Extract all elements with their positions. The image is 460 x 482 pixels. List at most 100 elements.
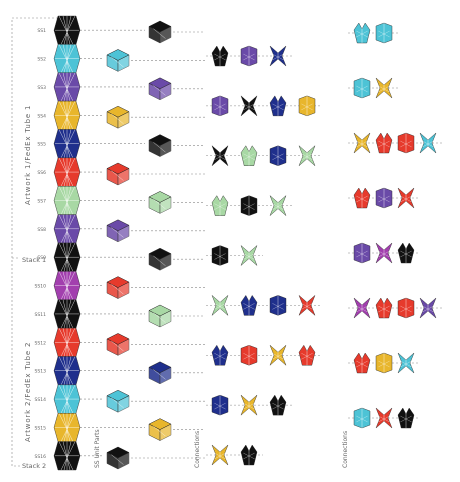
tube-bracket xyxy=(11,17,58,467)
unit-part xyxy=(106,389,130,413)
stack-segment xyxy=(53,100,81,130)
unit-label: SS5 xyxy=(37,142,46,148)
connection-part xyxy=(397,297,415,319)
unit-label: SS2 xyxy=(37,57,46,63)
connection-part xyxy=(269,394,287,416)
stack-segment xyxy=(53,441,81,471)
stack-segment xyxy=(53,327,81,357)
connection-row xyxy=(348,407,420,429)
connection-part xyxy=(397,407,415,429)
connection-part xyxy=(240,95,258,117)
connection-row xyxy=(206,195,292,216)
unit-label: SS3 xyxy=(37,85,46,91)
connection-part xyxy=(375,297,393,319)
unit-label: SS14 xyxy=(35,397,47,403)
unit-label: SS12 xyxy=(35,340,47,346)
unit-parts-column xyxy=(106,20,172,470)
guide-lines xyxy=(11,17,205,467)
unit-label: SS15 xyxy=(35,425,47,431)
unit-part xyxy=(106,105,130,129)
connection-part xyxy=(298,95,316,117)
unit-part xyxy=(106,446,130,470)
connection-row xyxy=(348,132,442,154)
stack-segment xyxy=(53,356,81,386)
connection-row xyxy=(206,294,321,316)
connection-part xyxy=(353,187,371,209)
stack-segment xyxy=(53,214,81,244)
connection-part xyxy=(240,195,258,216)
unit-label: SS8 xyxy=(37,227,46,233)
connection-part xyxy=(375,407,393,429)
connection-part xyxy=(269,295,287,316)
connection-part xyxy=(298,145,316,166)
stack-segment xyxy=(53,271,81,300)
unit-part xyxy=(106,333,130,356)
connection-part xyxy=(375,22,393,44)
connection-part xyxy=(397,352,415,374)
connection-row xyxy=(206,344,321,366)
connection-part xyxy=(240,245,258,266)
stack-segment xyxy=(53,44,81,73)
unit-label: SS11 xyxy=(35,312,47,318)
connection-row xyxy=(206,245,263,266)
stack-segment xyxy=(53,413,81,442)
stack-segment xyxy=(53,186,81,215)
connection-part xyxy=(211,45,229,67)
connection-part xyxy=(375,132,393,154)
connection-part xyxy=(211,344,229,366)
unit-part xyxy=(106,276,130,300)
stack-2-label: Stack 2 xyxy=(22,462,46,470)
connection-row xyxy=(206,394,292,416)
connection-part xyxy=(211,394,229,416)
connection-part xyxy=(211,195,229,216)
unit-part xyxy=(148,134,172,158)
connection-part xyxy=(269,195,287,216)
vertical-stack xyxy=(53,15,81,471)
unit-part xyxy=(148,20,172,44)
stack-1-label: Stack 1 xyxy=(22,256,46,264)
connection-part xyxy=(353,132,371,154)
unit-label: SS4 xyxy=(37,113,46,119)
connection-part xyxy=(397,132,415,154)
connection-part xyxy=(269,345,287,366)
connection-part xyxy=(269,145,287,166)
unit-label: SS13 xyxy=(35,369,47,375)
unit-part xyxy=(106,219,130,243)
connection-part xyxy=(375,77,393,99)
connection-row xyxy=(348,242,420,264)
connection-part xyxy=(353,77,371,99)
connection-row xyxy=(348,352,420,374)
connection-part xyxy=(298,295,316,316)
connection-part xyxy=(397,187,415,209)
connection-part xyxy=(211,145,229,166)
connection-row xyxy=(206,444,263,466)
connection-row xyxy=(206,95,321,117)
stack-segment xyxy=(53,72,81,102)
connection-part xyxy=(353,407,371,429)
stack-segment xyxy=(53,242,81,272)
unit-parts-label: SS Unit Parts xyxy=(94,429,101,468)
connection-row xyxy=(348,22,398,44)
connection-part xyxy=(240,394,258,416)
unit-label: SS9 xyxy=(37,255,46,261)
unit-part xyxy=(106,49,130,72)
connection-row xyxy=(206,45,292,67)
connection-part xyxy=(240,294,258,316)
connections-a-label: Connections xyxy=(194,431,201,468)
unit-part xyxy=(148,361,172,385)
unit-part xyxy=(106,162,130,186)
connection-row xyxy=(348,77,398,99)
stack-segment xyxy=(53,15,81,45)
connection-part xyxy=(353,352,371,374)
connection-part xyxy=(353,22,371,44)
connection-part xyxy=(211,295,229,316)
unit-part xyxy=(148,247,172,271)
unit-label: SS6 xyxy=(37,170,46,176)
connections-column-b xyxy=(348,22,442,429)
connections-column-a xyxy=(206,45,321,466)
tube-1-label: Artwork 1/FedEx Tube 1 xyxy=(24,105,32,205)
connections-b-label: Connections xyxy=(342,431,349,468)
connection-part xyxy=(240,45,258,67)
unit-part xyxy=(148,77,172,101)
